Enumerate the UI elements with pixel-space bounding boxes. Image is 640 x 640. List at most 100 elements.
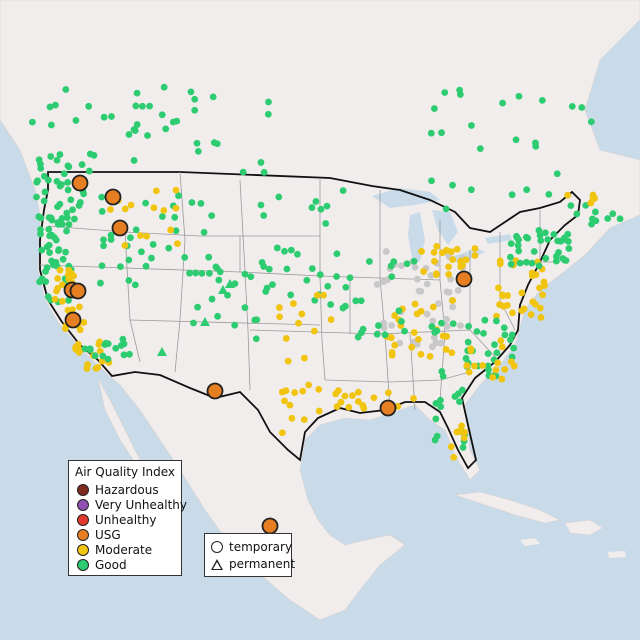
aqi-legend: Air Quality Index Hazardous Very Unhealt… xyxy=(68,460,187,576)
good-monitor-point xyxy=(427,129,435,137)
good-monitor-point xyxy=(507,253,514,261)
moderate-monitor-point xyxy=(429,303,437,311)
moderate-monitor-point xyxy=(174,240,181,248)
good-monitor-point xyxy=(459,444,467,451)
moderate-monitor-point xyxy=(360,404,368,412)
good-monitor-point xyxy=(317,205,325,213)
moderate-monitor-point xyxy=(539,291,546,299)
good-monitor-point xyxy=(186,269,193,277)
good-monitor-point xyxy=(438,319,445,327)
good-monitor-point xyxy=(125,256,133,264)
good-monitor-point xyxy=(522,258,530,266)
legend-item-permanent: permanent xyxy=(211,557,295,571)
good-monitor-point xyxy=(564,238,572,245)
good-monitor-point xyxy=(263,284,271,292)
moderate-monitor-point xyxy=(447,443,455,451)
no-data-monitor-point xyxy=(435,300,442,308)
good-monitor-point xyxy=(97,279,104,287)
good-monitor-point xyxy=(54,220,62,228)
good-monitor-point xyxy=(132,102,140,110)
good-monitor-point xyxy=(437,403,445,411)
good-monitor-point xyxy=(86,150,94,158)
good-monitor-point xyxy=(324,282,332,290)
good-monitor-point xyxy=(28,118,36,126)
good-monitor-point xyxy=(85,102,93,110)
good-monitor-point xyxy=(158,111,166,119)
good-monitor-point xyxy=(260,168,268,176)
moderate-monitor-point xyxy=(471,362,478,370)
moderate-monitor-point xyxy=(354,398,362,405)
good-monitor-point xyxy=(198,269,206,277)
gulf-of-california xyxy=(112,380,178,484)
moderate-monitor-point xyxy=(315,407,323,415)
legend-item-hazardous: Hazardous xyxy=(77,483,159,497)
good-monitor-point xyxy=(515,247,523,255)
good-monitor-point xyxy=(456,86,464,94)
moderate-monitor-point xyxy=(337,398,345,406)
good-monitor-point xyxy=(538,96,546,104)
good-monitor-point xyxy=(65,221,73,228)
good-monitor-point xyxy=(112,344,120,352)
moderate-monitor-point xyxy=(370,394,378,402)
no-data-monitor-point xyxy=(380,278,388,286)
moderate-monitor-point xyxy=(418,247,425,255)
moderate-monitor-point xyxy=(445,263,452,271)
good-monitor-point xyxy=(91,352,99,360)
moderate-monitor-point xyxy=(315,385,323,393)
good-monitor-point xyxy=(175,192,182,200)
good-monitor-point xyxy=(130,157,138,164)
us-border xyxy=(39,171,581,470)
no-data-monitor-point xyxy=(457,322,464,330)
moderate-monitor-point xyxy=(276,313,283,321)
good-monitor-point xyxy=(323,202,331,210)
good-monitor-point xyxy=(108,113,115,120)
usg-temporary-monitor xyxy=(379,399,397,417)
good-monitor-point xyxy=(46,232,53,240)
good-monitor-point xyxy=(132,226,140,234)
good-monitor-point xyxy=(541,229,549,237)
good-monitor-point xyxy=(265,98,272,106)
good-monitor-point xyxy=(499,99,507,107)
moderate-monitor-point xyxy=(465,368,473,376)
good-monitor-point xyxy=(142,262,150,270)
moderate-monitor-point xyxy=(462,256,470,264)
moderate-monitor-point xyxy=(65,266,73,274)
moderate-monitor-point xyxy=(589,191,597,199)
moderate-monitor-point xyxy=(288,414,296,422)
good-monitor-point xyxy=(144,132,151,139)
moderate-monitor-point xyxy=(467,347,475,355)
north-america-land xyxy=(0,0,640,621)
good-monitor-point xyxy=(557,237,565,245)
good-monitor-point xyxy=(269,281,276,289)
legend-item-temporary: temporary xyxy=(211,540,292,554)
good-monitor-point xyxy=(37,164,45,172)
good-monitor-point xyxy=(578,104,586,111)
no-data-monitor-point xyxy=(397,262,405,269)
good-monitor-point xyxy=(247,273,255,281)
good-monitor-point xyxy=(294,250,301,258)
good-monitor-point xyxy=(458,386,466,394)
lake-huron xyxy=(432,210,458,245)
legend-item-very-unhealthy: Very Unhealthy xyxy=(77,498,187,512)
good-monitor-point xyxy=(206,269,213,277)
good-monitor-point xyxy=(117,263,124,271)
moderate-monitor-point xyxy=(384,389,392,397)
good-monitor-point xyxy=(81,345,89,353)
good-monitor-point xyxy=(515,92,523,100)
good-monitor-point xyxy=(149,241,157,248)
moderate-monitor-point xyxy=(447,248,455,256)
moderate-monitor-point xyxy=(345,403,353,411)
good-monitor-point xyxy=(138,102,146,110)
moderate-monitor-point xyxy=(532,271,540,279)
good-monitor-point xyxy=(59,255,67,263)
no-data-monitor-point xyxy=(382,248,390,255)
good-monitor-point xyxy=(522,233,530,241)
good-monitor-point xyxy=(473,328,481,335)
good-monitor-point xyxy=(510,344,518,352)
moderate-monitor-point xyxy=(564,191,572,199)
good-monitor-point xyxy=(45,225,53,233)
moderate-monitor-point xyxy=(479,362,487,369)
no-data-monitor-point xyxy=(413,275,421,283)
legend-title: Air Quality Index xyxy=(74,465,176,479)
good-monitor-point xyxy=(260,263,268,270)
